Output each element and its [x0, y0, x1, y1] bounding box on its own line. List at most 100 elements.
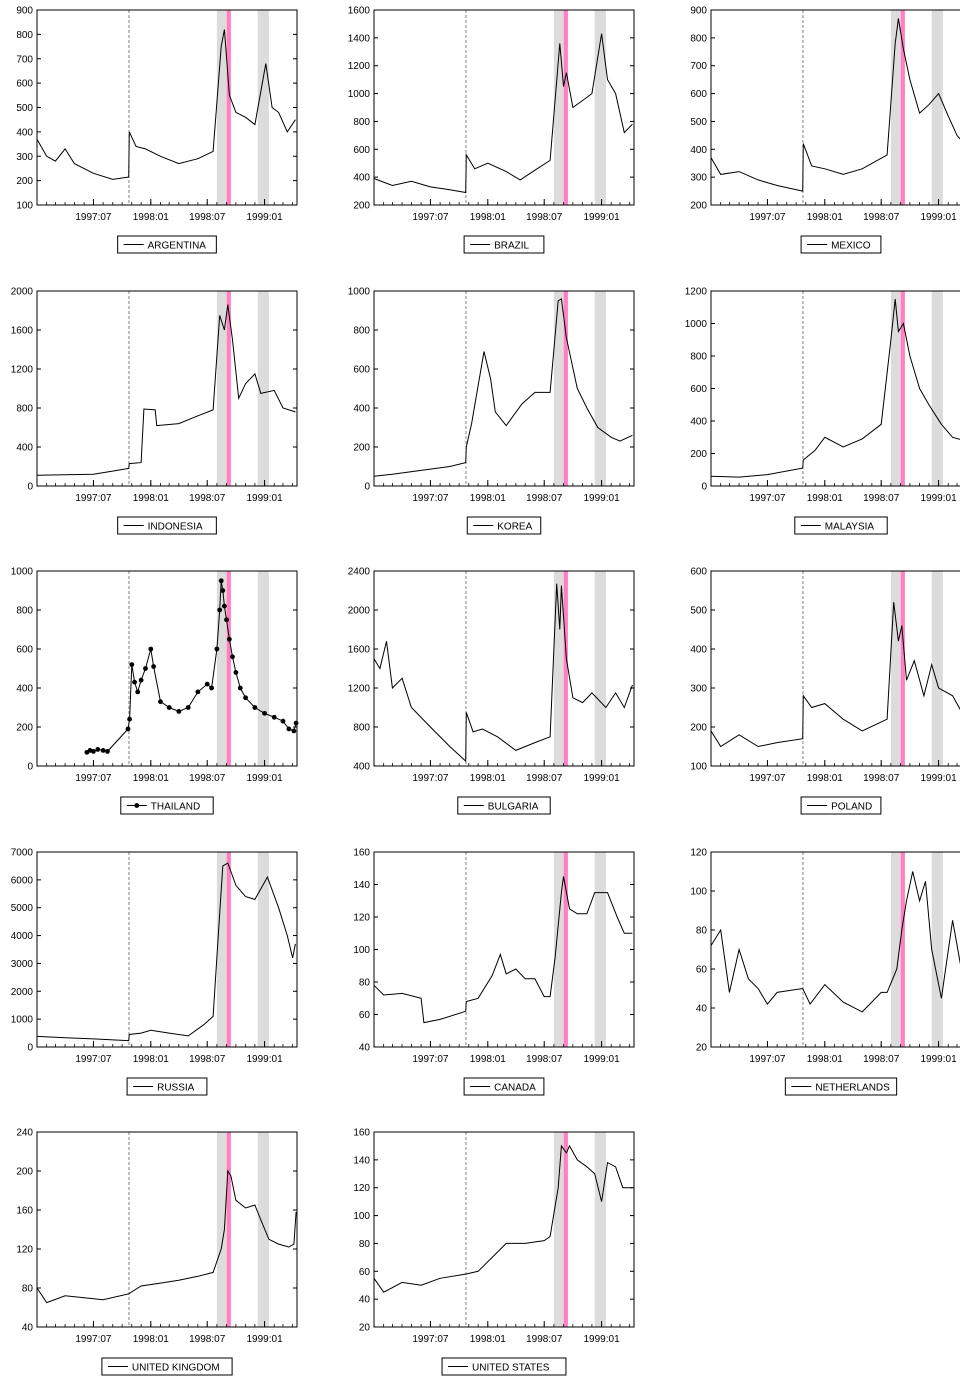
- y-tick-label: 120: [690, 848, 707, 859]
- y-tick-label: 600: [16, 79, 33, 90]
- data-point: [230, 654, 235, 660]
- x-tick-label: 1997:07: [412, 1334, 449, 1345]
- chart-panel-2: 200 400 600 800 1000 1200 1400 1600 1997:07 1998:…: [348, 6, 635, 254]
- data-point: [105, 748, 110, 754]
- x-tick-label: 1998:01: [470, 1334, 507, 1345]
- y-tick-label: 40: [22, 1323, 34, 1334]
- x-tick-label: 1999:01: [583, 1054, 620, 1065]
- y-tick-label: 1000: [11, 1015, 34, 1026]
- y-tick-label: 1600: [348, 6, 371, 17]
- legend-label: MEXICO: [831, 241, 871, 252]
- data-point: [221, 603, 227, 609]
- shaded-period-2: [900, 571, 905, 766]
- data-point: [91, 748, 96, 754]
- y-tick-label: 200: [16, 1167, 33, 1178]
- x-tick-label: 1998:01: [470, 212, 507, 223]
- series-line: [710, 299, 960, 478]
- y-tick-label: 400: [690, 145, 707, 156]
- y-tick-label: 100: [353, 1211, 370, 1222]
- x-tick-label: 1998:07: [526, 1054, 563, 1065]
- chart-panel-10: 0 1000 2000 3000 4000 5000 6000 7000 1997:07 1998…: [11, 848, 298, 1096]
- y-tick-label: 1000: [348, 287, 371, 298]
- x-tick-label: 1999:01: [583, 773, 620, 784]
- data-point: [209, 685, 214, 691]
- shaded-period-1: [890, 291, 901, 486]
- y-tick-label: 300: [16, 152, 33, 163]
- y-tick-label: 100: [690, 762, 707, 773]
- series-line: [710, 602, 960, 748]
- legend-box: [800, 235, 882, 254]
- y-tick-label: 300: [690, 173, 707, 184]
- y-tick-label: 800: [353, 723, 370, 734]
- chart-panel-11: 40 60 80 100 120 140 160 1997:07 1998:01 1998:07 1…: [353, 848, 635, 1096]
- x-tick-label: 1998:07: [863, 212, 900, 223]
- shaded-period-1: [553, 291, 564, 486]
- series-line: [36, 862, 296, 1042]
- data-point: [218, 578, 224, 584]
- legend-marker: [134, 803, 140, 808]
- y-tick-label: 400: [690, 417, 707, 428]
- shaded-period-2: [226, 1132, 231, 1327]
- y-tick-label: 800: [16, 404, 33, 415]
- y-tick-label: 500: [690, 606, 707, 617]
- data-point: [217, 607, 223, 613]
- y-tick-label: 2000: [348, 606, 371, 617]
- data-point: [176, 709, 182, 714]
- x-tick-label: 1998:01: [807, 1054, 844, 1065]
- x-tick-label: 1999:01: [920, 212, 957, 223]
- data-point: [195, 689, 201, 695]
- y-tick-label: 400: [690, 645, 707, 656]
- x-tick-label: 1999:01: [920, 773, 957, 784]
- y-tick-label: 40: [696, 1004, 708, 1015]
- data-point: [224, 617, 229, 623]
- x-tick-label: 1999:01: [583, 212, 620, 223]
- y-tick-label: 1000: [685, 319, 708, 330]
- shaded-period-1: [216, 291, 227, 486]
- y-tick-label: 100: [690, 887, 707, 898]
- plot-frame: [710, 9, 960, 206]
- shaded-period-1: [553, 10, 564, 205]
- y-tick-label: 200: [353, 201, 370, 212]
- shaded-period-2: [226, 852, 231, 1047]
- series-line: [373, 297, 633, 477]
- legend-box: [784, 1077, 898, 1096]
- series-line: [86, 580, 297, 753]
- y-tick-label: 60: [696, 965, 708, 976]
- y-tick-label: 80: [359, 978, 371, 989]
- series-line: [373, 583, 633, 763]
- y-tick-label: 200: [690, 449, 707, 460]
- data-point: [158, 699, 163, 705]
- legend-box: [117, 516, 217, 535]
- series-line: [373, 33, 633, 194]
- y-tick-label: 2400: [348, 567, 371, 578]
- shaded-period-2: [226, 291, 231, 486]
- legend-box: [463, 1077, 545, 1096]
- y-tick-label: 20: [359, 1323, 371, 1334]
- data-point: [271, 714, 277, 720]
- x-tick-label: 1998:01: [133, 1334, 170, 1345]
- series-line: [710, 18, 960, 192]
- x-tick-label: 1999:01: [246, 773, 283, 784]
- shaded-period-3: [257, 571, 269, 766]
- shaded-period-3: [257, 291, 269, 486]
- chart-panel-12: 20 40 60 80 100 120 1997:07 1998:01 1998:07 1999:…: [690, 848, 960, 1096]
- y-tick-label: 100: [16, 201, 33, 212]
- y-tick-label: 0: [27, 482, 33, 493]
- legend-label: CANADA: [494, 1083, 536, 1094]
- y-tick-label: 2000: [11, 287, 34, 298]
- x-tick-label: 1998:01: [807, 773, 844, 784]
- legend-box: [126, 1077, 208, 1096]
- x-tick-label: 1997:07: [412, 1054, 449, 1065]
- y-tick-label: 40: [359, 1295, 371, 1306]
- shaded-period-3: [257, 852, 269, 1047]
- x-tick-label: 1997:07: [75, 1334, 112, 1345]
- y-tick-label: 500: [16, 103, 33, 114]
- x-tick-label: 1998:07: [526, 773, 563, 784]
- shaded-period-1: [216, 571, 227, 766]
- data-point: [132, 679, 137, 685]
- data-point: [148, 646, 154, 652]
- legend-box: [441, 1357, 567, 1376]
- x-tick-label: 1997:07: [75, 212, 112, 223]
- shaded-period-2: [226, 571, 231, 766]
- x-tick-label: 1998:01: [470, 773, 507, 784]
